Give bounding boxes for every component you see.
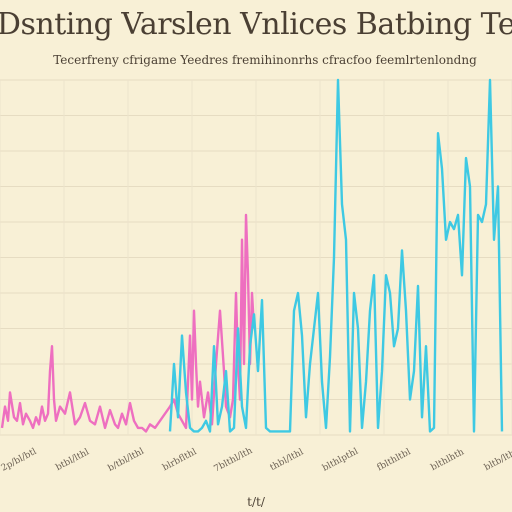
series-layer (0, 78, 504, 433)
x-tick-label: blrbflthl (161, 447, 198, 473)
x-tick-label: bltb/lthl (483, 447, 512, 473)
x-tick-label: fblthltbl (376, 447, 413, 473)
x-tick-label: btbl/lthl (54, 447, 91, 473)
series-line-1 (0, 213, 256, 433)
x-tick-label: thbl/lthl (269, 447, 306, 473)
chart-title: Dsnting Varslen Vnlices Batbing Te (0, 7, 512, 42)
x-tick-label: b/tbl/lthl (107, 447, 146, 474)
x-tick-label: blthlpthl (321, 447, 360, 474)
x-tick-labels: 2p/bl/btl btbl/lthl b/tbl/lthl blrbflthl 7bl… (0, 446, 512, 475)
chart-subtitle: Tecerfreny cfrigame Yeedres fremihinonrh… (53, 53, 477, 67)
x-tick-label: blthlhth (429, 447, 466, 473)
x-tick-label: 7blthl/lth (212, 446, 254, 475)
x-tick-label: 2p/bl/btl (0, 447, 38, 474)
series-line-2 (168, 78, 504, 433)
x-axis-label: t/t/ (247, 495, 266, 509)
